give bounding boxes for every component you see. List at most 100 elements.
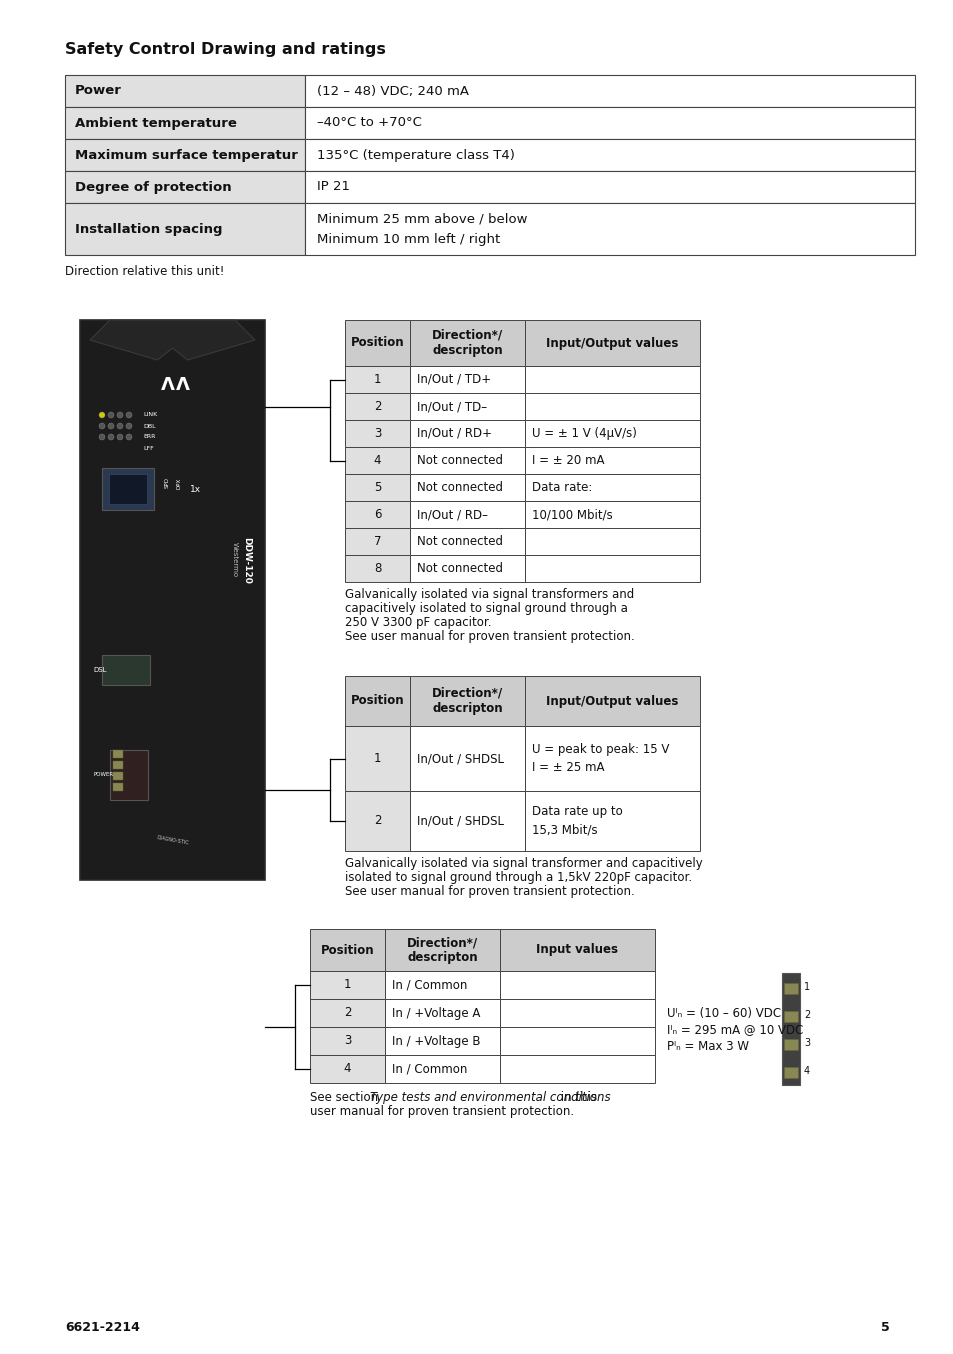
Bar	[524, 501, 700, 528]
Circle shape	[108, 435, 113, 440]
Text: Pᴵₙ = Max 3 W: Pᴵₙ = Max 3 W	[666, 1040, 748, 1053]
Text: Direction*/
descripton: Direction*/ descripton	[407, 936, 477, 964]
Text: 8: 8	[374, 562, 381, 575]
Text: Not connected: Not connected	[416, 562, 502, 575]
Bar	[345, 726, 410, 791]
Text: 5: 5	[374, 481, 381, 494]
Bar	[65, 203, 305, 255]
Text: Power: Power	[75, 84, 122, 97]
Text: –40°C to +70°C: –40°C to +70°C	[316, 116, 421, 130]
Text: POWER: POWER	[94, 773, 114, 777]
Bar	[385, 1055, 499, 1083]
Text: In/Out / SHDSL: In/Out / SHDSL	[416, 751, 503, 765]
Text: 1: 1	[803, 982, 809, 992]
Text: 1x: 1x	[190, 486, 201, 494]
Text: Minimum 10 mm left / right: Minimum 10 mm left / right	[316, 233, 499, 245]
Text: Direction relative this unit!: Direction relative this unit!	[65, 265, 224, 278]
Bar	[345, 474, 410, 501]
Bar	[345, 501, 410, 528]
Text: Galvanically isolated via signal transformer and capacitively: Galvanically isolated via signal transfo…	[345, 857, 702, 871]
Bar	[305, 139, 914, 171]
Bar	[305, 107, 914, 139]
Text: Λ: Λ	[160, 376, 174, 394]
Polygon shape	[90, 320, 254, 360]
Text: 1: 1	[343, 979, 351, 991]
Bar	[345, 555, 410, 582]
Bar	[524, 791, 700, 852]
Text: Input values: Input values	[536, 944, 618, 956]
Bar	[410, 447, 524, 474]
Text: Degree of protection: Degree of protection	[75, 180, 232, 194]
Text: Input/Output values: Input/Output values	[546, 337, 678, 349]
Bar	[345, 528, 410, 555]
Bar	[345, 420, 410, 447]
Text: 15,3 Mbit/s: 15,3 Mbit/s	[532, 823, 597, 837]
Text: Type tests and environmental conditions: Type tests and environmental conditions	[370, 1091, 610, 1104]
Text: user manual for proven transient protection.: user manual for proven transient protect…	[310, 1105, 574, 1118]
Bar	[410, 366, 524, 393]
Text: In / +Voltage B: In / +Voltage B	[392, 1034, 480, 1048]
Bar	[305, 203, 914, 255]
Bar	[524, 474, 700, 501]
Bar	[410, 474, 524, 501]
Bar	[524, 366, 700, 393]
Text: I = ± 20 mA: I = ± 20 mA	[532, 454, 604, 467]
Text: See user manual for proven transient protection.: See user manual for proven transient pro…	[345, 630, 634, 643]
Text: Input/Output values: Input/Output values	[546, 695, 678, 708]
Bar	[305, 74, 914, 107]
Bar	[65, 74, 305, 107]
Text: Position: Position	[351, 695, 404, 708]
Circle shape	[99, 435, 105, 440]
Bar	[783, 983, 797, 994]
Bar	[783, 1067, 797, 1078]
Bar	[410, 726, 524, 791]
Text: LINK: LINK	[143, 413, 157, 417]
Bar	[112, 761, 123, 769]
Bar	[499, 929, 655, 971]
Circle shape	[108, 422, 113, 429]
Text: 1: 1	[374, 751, 381, 765]
Circle shape	[117, 435, 123, 440]
Text: DSL: DSL	[92, 668, 107, 673]
Bar	[345, 393, 410, 420]
Text: 1: 1	[374, 372, 381, 386]
Text: isolated to signal ground through a 1,5kV 220pF capacitor.: isolated to signal ground through a 1,5k…	[345, 871, 691, 884]
Text: Maximum surface temperatur: Maximum surface temperatur	[75, 149, 297, 161]
Text: In / +Voltage A: In / +Voltage A	[392, 1006, 480, 1020]
Text: in this: in this	[557, 1091, 597, 1104]
Text: 4: 4	[374, 454, 381, 467]
Text: 6621-2214: 6621-2214	[65, 1322, 140, 1334]
Text: Installation spacing: Installation spacing	[75, 222, 222, 236]
Bar	[345, 676, 410, 726]
Text: In/Out / RD–: In/Out / RD–	[416, 508, 488, 521]
Bar	[783, 1039, 797, 1049]
Text: In/Out / RD+: In/Out / RD+	[416, 427, 492, 440]
Text: LFF: LFF	[143, 445, 153, 451]
Bar	[310, 1055, 385, 1083]
Text: DPX: DPX	[177, 478, 182, 489]
Bar	[524, 726, 700, 791]
Bar	[499, 1026, 655, 1055]
Circle shape	[108, 412, 113, 418]
Text: In/Out / SHDSL: In/Out / SHDSL	[416, 815, 503, 827]
Bar	[385, 929, 499, 971]
Bar	[305, 171, 914, 203]
Text: ERR: ERR	[143, 435, 155, 440]
Text: Data rate up to: Data rate up to	[532, 806, 622, 819]
Bar	[65, 171, 305, 203]
Bar	[80, 320, 265, 880]
Text: IP 21: IP 21	[316, 180, 350, 194]
Bar	[524, 320, 700, 366]
Text: 7: 7	[374, 535, 381, 548]
Bar	[385, 1026, 499, 1055]
Text: Westermo: Westermo	[232, 543, 237, 578]
Bar	[410, 791, 524, 852]
Text: Direction*/
descripton: Direction*/ descripton	[432, 686, 502, 715]
Bar	[781, 974, 800, 1085]
Text: 10/100 Mbit/s: 10/100 Mbit/s	[532, 508, 612, 521]
Text: See user manual for proven transient protection.: See user manual for proven transient pro…	[345, 886, 634, 898]
Text: 2: 2	[343, 1006, 351, 1020]
Text: (12 – 48) VDC; 240 mA: (12 – 48) VDC; 240 mA	[316, 84, 469, 97]
Bar	[410, 676, 524, 726]
Text: 4: 4	[343, 1063, 351, 1075]
